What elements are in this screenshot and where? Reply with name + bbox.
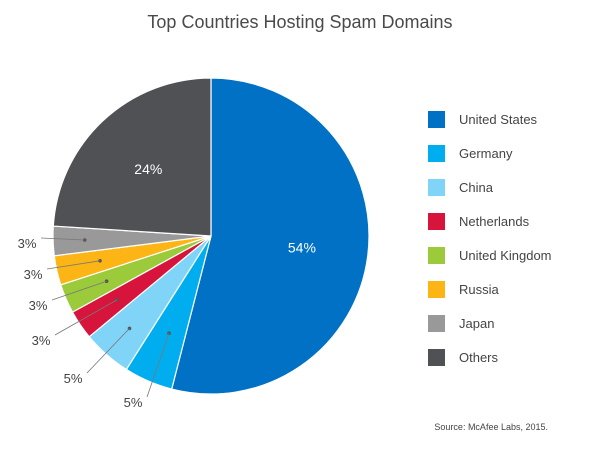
leader-line-russia	[46, 260, 101, 270]
legend-label-japan: Japan	[459, 315, 495, 331]
legend-item-china: China	[428, 170, 552, 204]
legend-item-germany: Germany	[428, 136, 552, 170]
legend-swatch-russia	[428, 280, 445, 298]
legend-item-united-states: United States	[428, 102, 552, 136]
legend-label-russia: Russia	[459, 281, 499, 297]
pie-slices	[52, 77, 370, 395]
leader-line-germany	[146, 333, 170, 398]
legend-item-japan: Japan	[428, 306, 552, 340]
legend-swatch-united-states	[428, 110, 445, 128]
legend-item-netherlands: Netherlands	[428, 204, 552, 238]
legend-label-united-kingdom: United Kingdom	[459, 247, 552, 263]
legend-item-others: Others	[428, 340, 552, 374]
leader-line-japan	[40, 237, 85, 241]
leader-lines	[40, 237, 171, 398]
legend-label-china: China	[459, 179, 493, 195]
source-note: Source: McAfee Labs, 2015.	[434, 422, 548, 432]
pie-slice-others	[52, 77, 212, 237]
slice-label-china: 5%	[64, 371, 83, 386]
slice-label-netherlands: 3%	[32, 333, 51, 348]
legend: United States Germany China Netherlands Unit…	[428, 102, 552, 374]
legend-swatch-china	[428, 178, 445, 196]
slice-label-russia: 3%	[24, 267, 43, 282]
legend-swatch-netherlands	[428, 212, 445, 230]
slice-label-others: 24%	[134, 161, 162, 177]
slice-label-united-kingdom: 3%	[29, 298, 48, 313]
legend-label-germany: Germany	[459, 145, 513, 161]
legend-swatch-germany	[428, 144, 445, 162]
legend-swatch-united-kingdom	[428, 246, 445, 264]
slice-labels: 54% 5% 5% 3% 3% 3% 3% 24%	[18, 161, 316, 410]
leader-line-china	[86, 328, 130, 374]
leader-line-netherlands	[54, 299, 118, 336]
slice-label-germany: 5%	[124, 395, 143, 410]
legend-item-united-kingdom: United Kingdom	[428, 238, 552, 272]
slice-label-united-states: 54%	[288, 240, 316, 256]
slice-label-japan: 3%	[18, 236, 37, 251]
legend-swatch-others	[428, 348, 445, 366]
legend-label-united-states: United States	[459, 111, 538, 127]
legend-item-russia: Russia	[428, 272, 552, 306]
legend-swatch-japan	[428, 314, 445, 332]
leader-line-united-kingdom	[51, 280, 107, 301]
legend-label-others: Others	[459, 349, 499, 365]
legend-label-netherlands: Netherlands	[459, 213, 530, 229]
chart-title: Top Countries Hosting Spam Domains	[147, 12, 453, 32]
pie-slice-united-states	[170, 77, 370, 395]
